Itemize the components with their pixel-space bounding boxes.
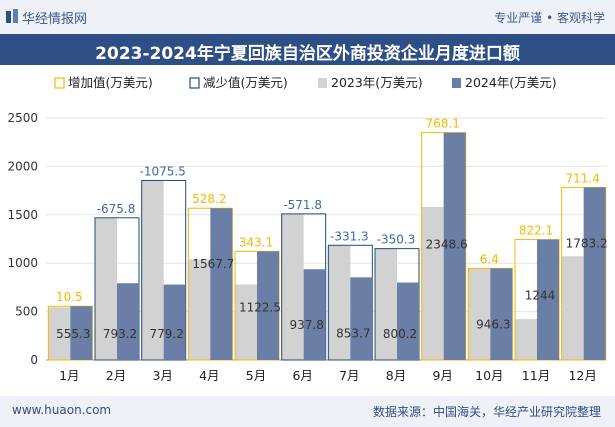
change-label: 10.5 [56, 290, 83, 304]
value-label-2024: 1783.2 [566, 236, 608, 250]
bars [47, 132, 607, 361]
change-label: 528.2 [192, 192, 226, 206]
x-tick-label: 12月 [568, 368, 596, 383]
bar-2024 [397, 282, 419, 360]
value-label-2024: 1244 [525, 289, 556, 303]
legend-swatch-1 [189, 77, 200, 89]
y-tick-label: 500 [15, 305, 38, 319]
x-tick-label: 9月 [432, 368, 452, 383]
chart: 增加值(万美元) 减少值(万美元) 2023年(万美元) 2024年(万美元) 0 50… [7, 75, 608, 383]
y-tick-label: 1000 [7, 256, 38, 270]
x-tick-label: 7月 [339, 368, 359, 383]
top-bar: 华经情报网 专业严谨 • 客观科学 [0, 0, 615, 34]
bar-2024 [583, 187, 606, 360]
x-tick-label: 5月 [246, 368, 266, 383]
brand-name[interactable]: 华经情报网 [22, 12, 88, 27]
legend: 增加值(万美元) 减少值(万美元) 2023年(万美元) 2024年(万美元) [54, 75, 557, 90]
title-bar: 2023-2024年宁夏回族自治区外商投资企业月度进口额 [0, 34, 615, 65]
value-label-2024: 800.2 [383, 327, 417, 341]
legend-swatch-3 [452, 78, 461, 88]
brand-logo-icon [6, 9, 18, 23]
bar-2023 [188, 259, 211, 360]
x-tick-label: 1月 [59, 368, 79, 383]
x-tick-label: 8月 [386, 368, 406, 383]
bar-2024 [490, 268, 513, 360]
bar-2023 [95, 217, 117, 360]
x-tick-label: 10月 [475, 368, 503, 383]
value-label-2024: 937.8 [289, 318, 323, 332]
change-label: 711.4 [565, 171, 599, 185]
value-label-2024: 1122.5 [239, 300, 281, 314]
y-tick-label: 2500 [7, 111, 38, 125]
value-label-2024: 779.2 [149, 327, 183, 341]
legend-label-3: 2024年(万美元) [465, 75, 557, 90]
legend-label-0: 增加值(万美元) [68, 75, 153, 90]
legend-label-2: 2023年(万美元) [331, 75, 423, 90]
data-labels: 10.5 555.3 -675.8 793.2 -1075.5 779.2 528.2 156… [56, 117, 608, 341]
change-label: 6.4 [480, 252, 499, 266]
bar-2024 [443, 132, 466, 360]
bar-2023 [235, 284, 257, 360]
legend-swatch-0 [54, 77, 65, 89]
change-label: 343.1 [239, 235, 273, 249]
bar-2024 [257, 251, 279, 360]
change-label: 768.1 [425, 117, 459, 131]
bar-2024 [537, 239, 559, 360]
bar-2023 [281, 213, 304, 360]
x-tick-label: 4月 [199, 368, 219, 383]
x-tick-label: 6月 [292, 368, 312, 383]
change-label: 822.1 [519, 224, 553, 238]
value-label-2024: 853.7 [336, 326, 370, 340]
bar-2024 [70, 306, 93, 360]
bar-2024 [210, 208, 233, 360]
change-label: -331.3 [330, 229, 369, 243]
value-label-2024: 793.2 [103, 327, 137, 341]
bar-2024 [303, 269, 326, 360]
site-url[interactable]: www.huaon.com [12, 403, 112, 417]
x-tick-label: 3月 [152, 368, 172, 383]
value-label-2024: 2348.6 [426, 238, 468, 252]
value-label-2024: 946.3 [476, 317, 510, 331]
bar-2023 [375, 248, 397, 360]
change-label: -350.3 [377, 233, 416, 247]
bar-2023 [561, 256, 584, 360]
footer: www.huaon.com 数据来源：中国海关，华经产业研究院整理 [0, 396, 615, 427]
x-tick-label: 2月 [106, 368, 126, 383]
x-axis: 1月 2月 3月 4月 5月 6月 7月 8月 9月 10月 11月 12月 [59, 368, 597, 383]
legend-swatch-2 [318, 78, 327, 88]
change-label: -1075.5 [140, 164, 186, 178]
bar-2024 [117, 283, 139, 360]
chart-title: 2023-2024年宁夏回族自治区外商投资企业月度进口额 [95, 44, 520, 64]
y-tick-label: 1500 [7, 208, 38, 222]
x-tick-label: 11月 [522, 368, 550, 383]
bar-2023 [328, 245, 351, 360]
bar-2023 [515, 319, 537, 360]
y-tick-label: 0 [30, 353, 38, 367]
change-label: -675.8 [97, 202, 136, 216]
bar-2023 [48, 307, 71, 360]
bar-2023 [421, 207, 444, 360]
value-label-2024: 1567.7 [192, 257, 234, 271]
value-label-2024: 555.3 [56, 327, 90, 341]
bar-2023 [468, 269, 491, 360]
tagline: 专业严谨 • 客观科学 [494, 11, 605, 25]
y-tick-label: 2000 [7, 159, 38, 173]
change-label: -571.8 [283, 198, 322, 212]
bar-2024 [350, 277, 373, 360]
legend-label-1: 减少值(万美元) [203, 75, 288, 90]
data-source: 数据来源：中国海关，华经产业研究院整理 [372, 405, 601, 419]
bar-2023 [141, 180, 164, 360]
bar-2024 [163, 284, 186, 360]
